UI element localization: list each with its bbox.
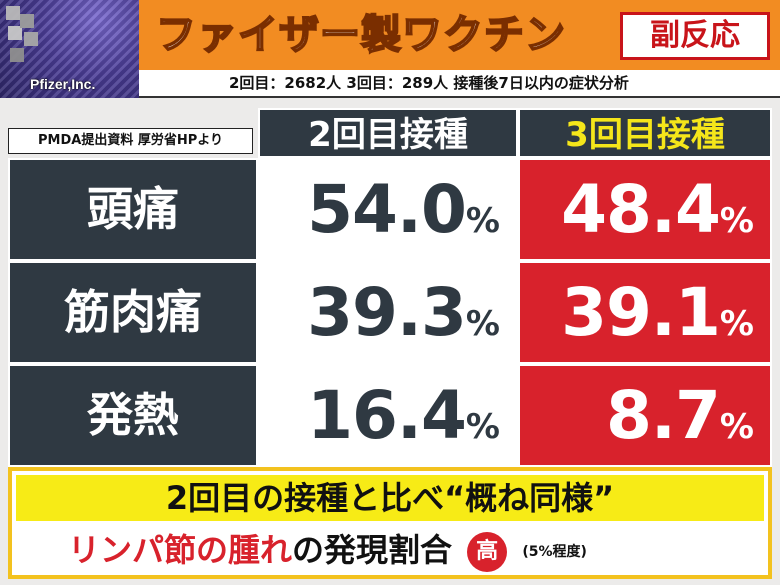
summary-line-1: 2回目の接種と比べ“概ね同様”	[16, 475, 764, 521]
row-label-fever: 発熱	[8, 364, 258, 467]
summary-line-2: リンパ節の腫れの発現割合 高 (5%程度)	[68, 525, 587, 575]
high-badge: 高	[467, 532, 508, 572]
percent-sign: %	[465, 304, 500, 344]
cell-headache-dose2: 54.0%	[258, 158, 518, 261]
lymph-node-text: リンパ節の	[68, 531, 229, 569]
cell-fever-dose2: 16.4%	[258, 364, 518, 467]
percent-sign: %	[465, 407, 500, 447]
percent-sign: %	[719, 304, 754, 344]
cell-fever-dose3: 8.7%	[518, 364, 772, 467]
column-header-dose2: 2回目接種	[258, 108, 518, 158]
value: 8.7	[606, 377, 721, 454]
row-label-headache: 頭痛	[8, 158, 258, 261]
percent-sign: %	[465, 201, 500, 241]
value: 54.0	[307, 171, 467, 248]
logo-graphic	[0, 0, 58, 70]
row-label-muscle-pain: 筋肉痛	[8, 261, 258, 364]
cell-headache-dose3: 48.4%	[518, 158, 772, 261]
value: 39.1	[561, 274, 721, 351]
rate-note: (5%程度)	[522, 544, 587, 560]
summary-panel: 2回目の接種と比べ“概ね同様” リンパ節の腫れの発現割合 高 (5%程度)	[8, 467, 772, 579]
pfizer-logo: Pfizer,Inc.	[0, 0, 139, 98]
value: 16.4	[307, 377, 467, 454]
side-effects-badge: 副反応	[620, 12, 770, 60]
cell-muscle-pain-dose2: 39.3%	[258, 261, 518, 364]
logo-text: Pfizer,Inc.	[30, 76, 96, 92]
percent-sign: %	[719, 201, 754, 241]
source-note: PMDA提出資料 厚労省HPより	[8, 128, 253, 154]
column-header-dose3: 3回目接種	[518, 108, 772, 158]
page-title: ファイザー製ワクチン	[155, 11, 566, 59]
cell-muscle-pain-dose3: 39.1%	[518, 261, 772, 364]
incidence-text: の発現割合	[292, 531, 453, 569]
percent-sign: %	[719, 407, 754, 447]
value: 48.4	[561, 171, 721, 248]
subtitle: 2回目：2682人 3回目：289人 接種後7日以内の症状分析	[139, 70, 780, 98]
swelling-text: 腫れ	[228, 531, 293, 569]
value: 39.3	[307, 274, 467, 351]
